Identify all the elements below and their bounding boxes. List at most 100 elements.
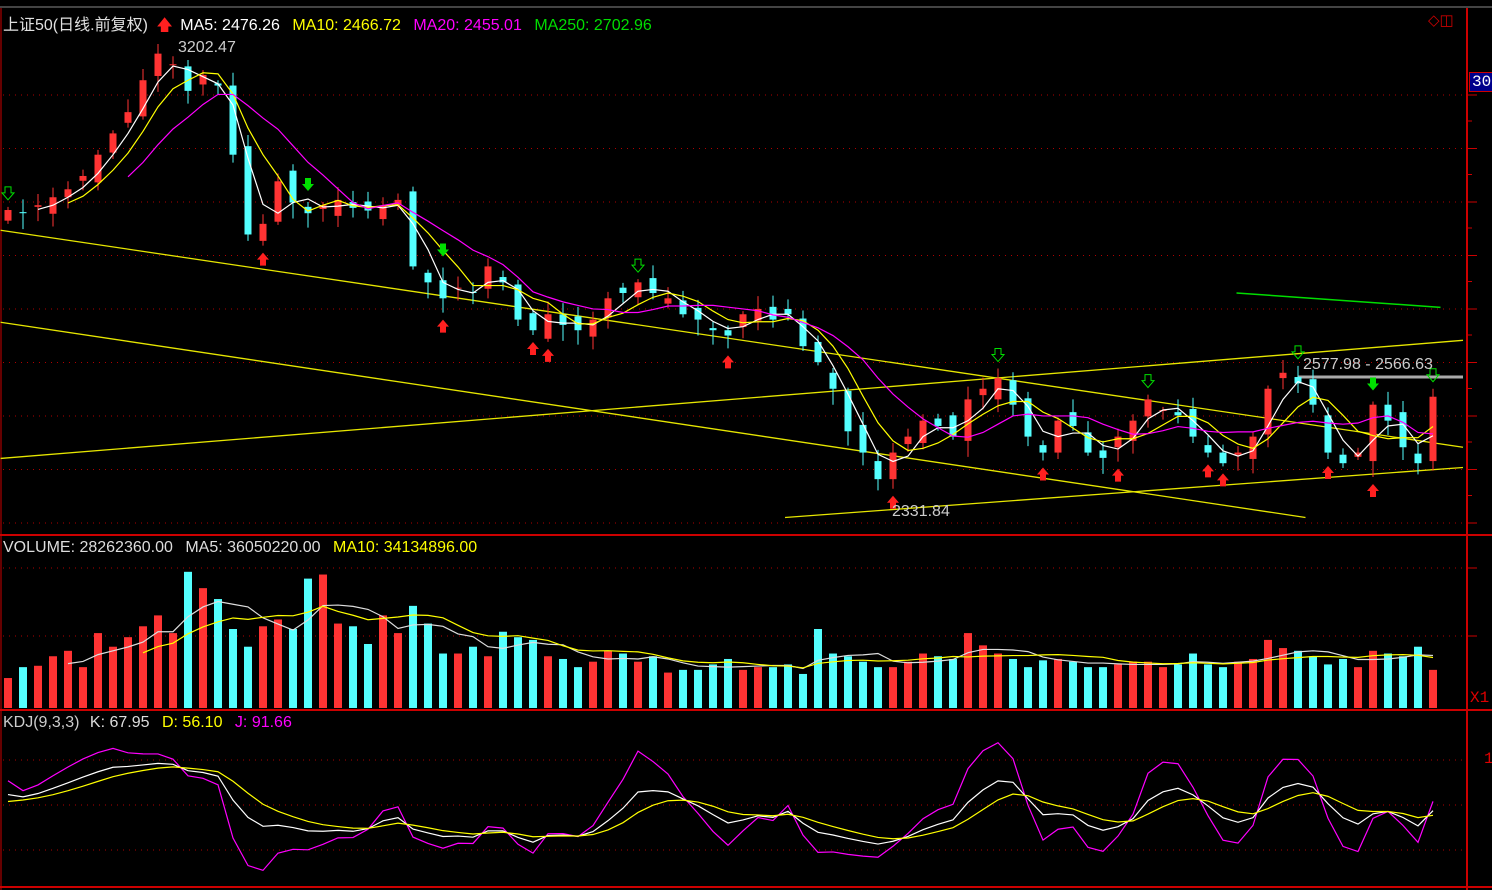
volume-bar [514,637,522,708]
diamond-icon[interactable]: ◇ [1428,13,1440,30]
buy-arrow-icon [722,355,734,369]
candle-body [979,388,987,396]
volume-bar [784,664,792,708]
split-window-icon[interactable]: ◫ [1439,13,1454,30]
candle-body [94,154,102,183]
kdj-k-line [7,762,1434,845]
candle-body [634,282,642,298]
ma10-line [67,72,1434,452]
volume-bar [544,656,552,708]
sell-arrow-icon [437,243,449,257]
volume-bar [274,619,282,708]
volume-bar [169,633,177,708]
volume-bar [919,653,927,708]
volume-bar [64,650,72,708]
candle-body [454,287,462,289]
volume-bar [394,633,402,708]
candle-body [1234,452,1242,455]
volume-ma10-value: MA10: 34134896.00 [333,539,478,556]
candle-body [1264,388,1272,435]
sell-hollow-arrow-icon [1290,345,1306,360]
kdj-name: KDJ(9,3,3) [3,714,80,731]
buy-arrow-icon [527,342,539,356]
volume-bar [439,653,447,708]
volume-value: VOLUME: 28262360.00 [3,539,173,556]
volume-bar [184,571,192,708]
volume-bar [769,667,777,708]
candle-body [799,318,807,347]
candle-body [874,461,882,480]
candle-body [229,85,237,155]
volume-bar [1414,646,1422,708]
volume-bar [1174,664,1182,708]
candle-body [439,280,447,299]
candle-body [1024,398,1032,437]
volume-bar [574,667,582,708]
volume-bar [1024,667,1032,708]
candle-body [1309,379,1317,405]
volume-bar [1189,653,1197,708]
volume-bar [259,626,267,708]
candle-body [1084,432,1092,453]
kdj-axis-label: 1 [1484,750,1492,768]
candle-body [1204,445,1212,453]
ma20-line [127,93,1434,438]
candle-body [154,53,162,76]
volume-bar [19,667,27,708]
volume-bar [949,658,957,708]
volume-bar [334,623,342,708]
volume-bar [874,667,882,708]
volume-bar [1354,667,1362,708]
ma10-value: MA10: 2466.72 [292,17,401,34]
volume-bar [349,626,357,708]
sell-arrow-icon [302,178,314,192]
buy-arrow-icon [542,348,554,362]
candle-body [19,212,27,214]
ma20-value: MA20: 2455.01 [413,17,522,34]
volume-bar [934,656,942,708]
candle-body [124,112,132,123]
volume-bar [1309,656,1317,708]
buy-arrow-icon [1112,468,1124,482]
candle-body [1294,377,1302,384]
candle-body [694,307,702,320]
volume-bar [664,672,672,708]
candle-body [34,205,42,207]
volume-bar [1399,656,1407,708]
chart-toolbar-icons[interactable]: ◇◫ [1428,11,1454,30]
candle-body [259,223,267,241]
buy-arrow-icon [437,319,449,333]
volume-bar [979,645,987,708]
candle-body [1429,396,1437,462]
volume-bar [49,656,57,708]
volume-bar [709,664,717,708]
volume-bar [604,650,612,708]
candle-body [1339,454,1347,464]
kdj-k-value: K: 67.95 [89,714,150,731]
volume-bar [1009,658,1017,708]
candle-body [409,191,417,267]
candle-body [889,452,897,480]
trendline [0,321,1306,519]
sell-hollow-arrow-icon [630,258,646,273]
candle-body [514,284,522,320]
ma250-line [1236,292,1441,309]
volume-bar [424,623,432,708]
volume-bar [364,643,372,708]
volume-bar [1324,664,1332,708]
candle-body [334,199,342,216]
candle-body [1009,380,1017,405]
volume-bar [859,661,867,708]
volume-bar [964,633,972,708]
volume-bar [589,661,597,708]
volume-axis-unit: X1 [1470,689,1490,707]
ma5-value: MA5: 2476.26 [180,17,280,34]
volume-bar [1249,658,1257,708]
volume-bar [1204,664,1212,708]
candle-body [1069,412,1077,426]
volume-bar [124,637,132,708]
volume-bar [1114,664,1122,708]
candle-body [349,202,357,208]
volume-bar [829,653,837,708]
